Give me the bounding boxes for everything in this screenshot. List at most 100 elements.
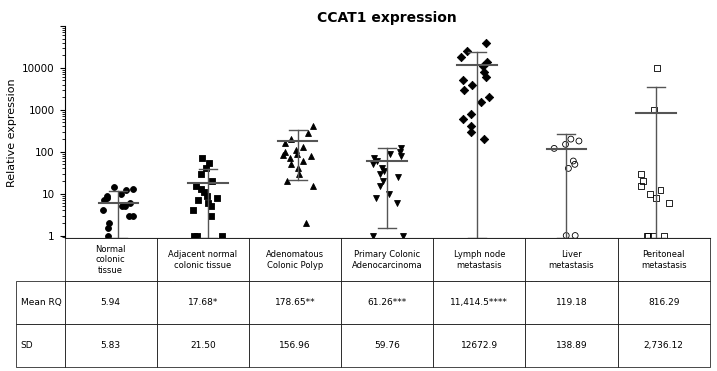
Y-axis label: Relative expression: Relative expression [6, 78, 16, 187]
Point [647, 233, 659, 239]
Point [565, 136, 576, 142]
Point [465, 124, 476, 129]
Point [377, 178, 389, 184]
Point [478, 63, 489, 69]
Point [298, 144, 309, 150]
Point [307, 124, 318, 129]
Point [480, 40, 491, 46]
Point [481, 59, 493, 65]
Title: CCAT1 expression: CCAT1 expression [318, 11, 457, 25]
Point [645, 191, 656, 197]
Point [102, 193, 113, 198]
Point [658, 233, 670, 239]
Point [461, 48, 473, 54]
Point [277, 152, 288, 158]
Point [205, 203, 217, 209]
Point [123, 213, 135, 219]
Point [655, 187, 666, 193]
Point [455, 54, 467, 60]
Point [397, 233, 409, 239]
Point [203, 160, 214, 165]
Point [116, 203, 128, 209]
Point [368, 233, 379, 239]
Point [196, 186, 207, 192]
Point [368, 155, 379, 161]
Point [663, 200, 675, 206]
Point [650, 195, 662, 201]
Point [203, 200, 214, 206]
Point [280, 149, 291, 155]
Point [307, 183, 318, 189]
Point [284, 155, 295, 161]
Point [119, 203, 130, 209]
Point [292, 151, 303, 157]
Point [285, 136, 297, 142]
Point [478, 136, 490, 142]
Point [395, 153, 407, 159]
Point [97, 207, 108, 213]
Point [115, 191, 127, 197]
Point [642, 233, 653, 239]
Point [648, 107, 660, 113]
Point [293, 165, 304, 171]
Point [384, 151, 396, 157]
Point [549, 145, 560, 151]
Point [188, 207, 199, 213]
Point [120, 187, 131, 193]
Point [569, 233, 581, 239]
Point [561, 233, 572, 239]
Point [635, 183, 647, 189]
Point [293, 171, 305, 177]
Point [376, 165, 387, 171]
Point [305, 153, 316, 159]
Point [560, 141, 571, 147]
Point [651, 65, 663, 71]
Point [563, 165, 574, 171]
Point [394, 149, 406, 155]
Point [196, 155, 207, 161]
Point [483, 94, 494, 100]
Point [383, 191, 394, 197]
Point [569, 161, 581, 167]
Point [378, 168, 389, 174]
Point [457, 78, 469, 83]
Point [212, 195, 223, 201]
Point [302, 130, 313, 136]
Point [98, 197, 110, 203]
Point [457, 116, 468, 122]
Point [371, 158, 383, 164]
Point [192, 197, 204, 203]
Point [637, 178, 649, 184]
Point [396, 145, 407, 151]
Point [124, 200, 136, 206]
Point [465, 111, 477, 117]
Point [635, 171, 647, 177]
Point [103, 233, 114, 239]
Point [367, 161, 379, 167]
Point [128, 213, 139, 219]
Point [282, 178, 293, 184]
Point [103, 220, 115, 226]
Point [102, 195, 113, 201]
Point [103, 225, 114, 231]
Point [127, 186, 138, 192]
Point [297, 158, 308, 164]
Point [465, 129, 477, 135]
Point [642, 233, 654, 239]
Point [200, 165, 212, 171]
Point [300, 220, 312, 226]
Point [370, 195, 381, 201]
Point [568, 158, 579, 164]
Point [374, 183, 386, 189]
Point [475, 99, 487, 105]
Point [201, 193, 212, 198]
Point [198, 189, 209, 195]
Point [196, 171, 207, 177]
Point [290, 147, 301, 153]
Point [188, 233, 199, 239]
Point [286, 161, 298, 167]
Point [206, 178, 217, 184]
Point [279, 140, 290, 146]
Point [374, 171, 386, 177]
Point [191, 233, 203, 239]
